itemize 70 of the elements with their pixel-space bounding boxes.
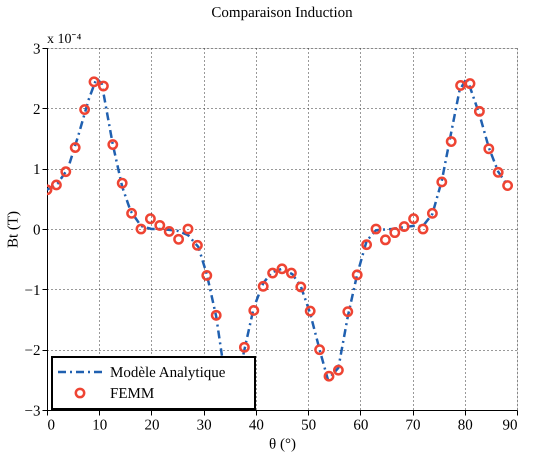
- point: [436, 176, 448, 188]
- point: [352, 269, 363, 280]
- point: [304, 306, 316, 316]
- point: [502, 180, 514, 191]
- text: x 10⁻⁴: [47, 32, 82, 47]
- y-tick-label: 2: [33, 102, 40, 118]
- point: [332, 364, 344, 376]
- point: [418, 224, 428, 234]
- x-tick-label: 90: [502, 418, 518, 434]
- point: [483, 143, 494, 154]
- x-tick-label: 20: [144, 418, 160, 434]
- point: [276, 263, 288, 274]
- x-tick-label: 10: [92, 418, 108, 434]
- point: [446, 136, 457, 147]
- y-tick-label: 0: [33, 222, 40, 238]
- point: [164, 226, 175, 237]
- point: [136, 224, 146, 234]
- x-tick-label: 60: [353, 418, 368, 434]
- point: [116, 178, 128, 189]
- point: [408, 213, 420, 224]
- point: [426, 208, 438, 219]
- point: [107, 139, 118, 150]
- point: [314, 344, 326, 356]
- point: [182, 224, 194, 234]
- point: [361, 239, 372, 250]
- x-tick-label: 0: [48, 418, 55, 434]
- point: [79, 104, 90, 115]
- legend-label: FEMM: [110, 386, 154, 402]
- y-tick-label: −1: [24, 282, 40, 299]
- point: [267, 268, 278, 278]
- point: [258, 280, 269, 292]
- point: [474, 106, 485, 117]
- legend-label: Modèle Analytique: [110, 365, 226, 381]
- point: [492, 166, 504, 178]
- point: [60, 166, 72, 178]
- point: [464, 78, 476, 90]
- x-tick-label: 50: [301, 418, 316, 434]
- point: [210, 310, 222, 321]
- point: [295, 281, 306, 292]
- point: [201, 270, 212, 281]
- x-axis-title: θ (°): [269, 436, 296, 452]
- x-tick-label: 80: [458, 418, 473, 434]
- point: [173, 234, 184, 245]
- x-tick-label: 70: [406, 418, 421, 434]
- y-tick-label: 1: [33, 162, 40, 178]
- point: [455, 80, 466, 91]
- point: [50, 180, 62, 190]
- point: [144, 213, 156, 224]
- x-tick-label: 30: [196, 418, 212, 434]
- y-tick-label: −2: [24, 343, 40, 360]
- point: [88, 76, 100, 88]
- point: [370, 224, 382, 234]
- y-axis-title: Bt (T): [6, 210, 22, 248]
- point: [380, 234, 391, 246]
- point: [154, 220, 166, 231]
- point: [126, 208, 138, 219]
- point: [70, 142, 81, 153]
- point: [389, 227, 400, 238]
- point: [324, 370, 334, 382]
- point: [398, 221, 410, 232]
- x-tick-label: 40: [248, 418, 264, 434]
- y-tick-label: −3: [24, 404, 40, 420]
- chart-title: Comparaison Induction: [211, 5, 354, 21]
- point: [286, 268, 297, 278]
- point: [238, 342, 250, 353]
- point: [98, 80, 109, 92]
- point: [342, 306, 354, 318]
- y-tick-label: 3: [33, 42, 40, 58]
- point: [248, 305, 260, 316]
- point: [192, 240, 203, 251]
